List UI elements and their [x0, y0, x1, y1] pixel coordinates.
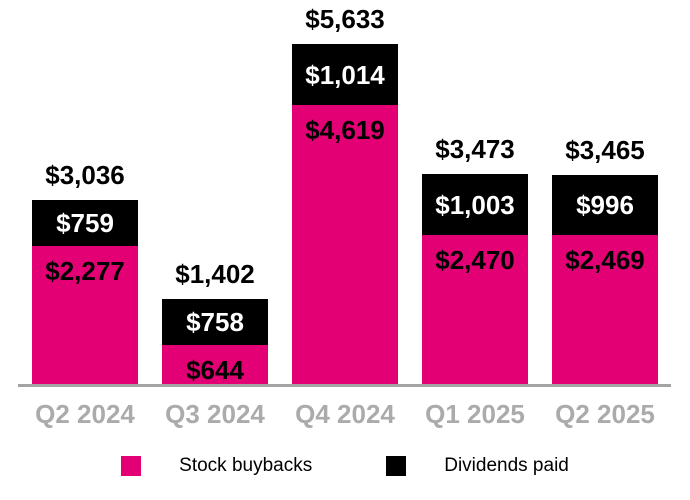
total-label-q3-2024: $1,402 — [175, 259, 255, 289]
dividends-value-label: $758 — [186, 307, 244, 337]
legend-label-stock-buybacks: Stock buybacks — [179, 455, 313, 476]
dividends-segment-q2-2025: $996 — [552, 175, 658, 235]
bar-stack-q2-2025: $996 $2,469 — [552, 175, 658, 384]
buybacks-value-label: $644 — [186, 355, 244, 385]
bar-column-q1-2025: $3,473 $1,003 $2,470 — [422, 0, 528, 384]
dividends-segment-q1-2025: $1,003 — [422, 174, 528, 235]
dividends-segment-q4-2024: $1,014 — [292, 44, 398, 105]
bar-column-q4-2024: $5,633 $1,014 $4,619 — [292, 0, 398, 384]
stock-buybacks-swatch-icon — [121, 456, 142, 476]
dividends-segment-q3-2024: $758 — [162, 299, 268, 345]
legend-item-dividends-paid: Dividends paid — [386, 455, 569, 477]
dividends-value-label: $1,003 — [435, 189, 515, 220]
legend: Stock buybacks Dividends paid — [0, 455, 690, 477]
dividends-segment-q2-2024: $759 — [32, 200, 138, 246]
dividends-value-label: $996 — [576, 190, 634, 220]
x-axis-label-q2-2025: Q2 2025 — [555, 399, 655, 429]
bar-stack-q2-2024: $759 $2,277 — [32, 200, 138, 384]
buybacks-segment-q3-2024: $644 — [162, 345, 268, 384]
legend-item-stock-buybacks: Stock buybacks — [121, 455, 312, 477]
bar-stack-q1-2025: $1,003 $2,470 — [422, 174, 528, 384]
buybacks-segment-q4-2024: $4,619 — [292, 105, 398, 384]
buybacks-segment-q2-2025: $2,469 — [552, 235, 658, 384]
bar-column-q2-2024: $3,036 $759 $2,277 — [32, 0, 138, 384]
total-label-q2-2025: $3,465 — [565, 135, 645, 165]
bar-stack-q3-2024: $758 $644 — [162, 299, 268, 384]
buybacks-segment-q1-2025: $2,470 — [422, 235, 528, 384]
total-label-q4-2024: $5,633 — [305, 4, 385, 34]
total-label-q1-2025: $3,473 — [435, 134, 515, 164]
x-axis-label-q2-2024: Q2 2024 — [35, 399, 135, 429]
buybacks-segment-q2-2024: $2,277 — [32, 246, 138, 384]
buybacks-value-label: $4,619 — [305, 115, 385, 145]
bar-stack-q4-2024: $1,014 $4,619 — [292, 44, 398, 384]
dividends-value-label: $759 — [56, 208, 114, 238]
plot-area: $3,036 $759 $2,277 $1,402 $758 $644 $5,633 $1,0… — [32, 0, 658, 384]
x-axis-label-q4-2024: Q4 2024 — [295, 399, 395, 429]
buybacks-value-label: $2,470 — [435, 245, 515, 275]
buybacks-value-label: $2,469 — [565, 245, 645, 275]
bar-column-q2-2025: $3,465 $996 $2,469 — [552, 0, 658, 384]
x-axis-label-q3-2024: Q3 2024 — [165, 399, 265, 429]
total-label-q2-2024: $3,036 — [45, 160, 125, 190]
dividends-value-label: $1,014 — [305, 59, 385, 90]
buybacks-value-label: $2,277 — [45, 256, 125, 286]
bar-column-q3-2024: $1,402 $758 $644 — [162, 0, 268, 384]
x-axis-line — [18, 384, 671, 387]
legend-label-dividends-paid: Dividends paid — [444, 455, 569, 476]
x-axis-label-q1-2025: Q1 2025 — [425, 399, 525, 429]
dividends-paid-swatch-icon — [386, 456, 407, 476]
